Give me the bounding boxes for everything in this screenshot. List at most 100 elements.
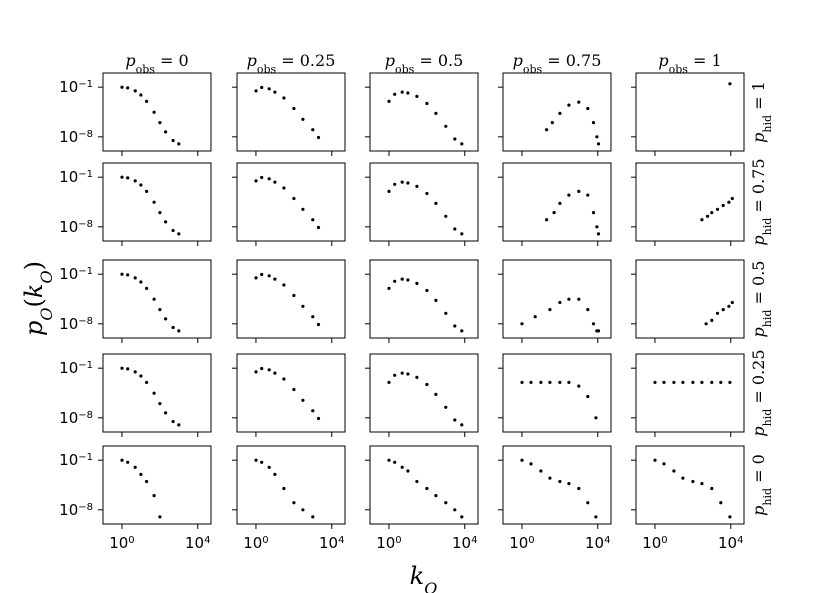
data-point <box>301 508 305 512</box>
series-points <box>387 90 464 146</box>
data-point <box>292 106 296 111</box>
data-point <box>719 501 723 505</box>
data-point <box>282 283 286 287</box>
panel-frame <box>635 72 745 152</box>
data-point <box>400 277 404 281</box>
data-point <box>691 380 695 384</box>
data-point <box>586 106 590 111</box>
data-point <box>520 322 524 326</box>
x-tick-label: 100 <box>376 534 401 552</box>
data-point <box>700 482 704 486</box>
data-point <box>415 184 419 188</box>
panel-frame <box>102 72 212 152</box>
data-point <box>529 462 533 466</box>
panel-frame <box>236 353 346 433</box>
data-point <box>152 494 156 498</box>
data-point <box>539 380 543 384</box>
data-point <box>393 460 397 464</box>
panel-r3-c1 <box>232 353 346 437</box>
data-point <box>595 225 599 229</box>
data-point <box>719 380 723 384</box>
series-points <box>254 272 321 327</box>
data-point <box>444 311 448 315</box>
data-point <box>415 94 419 98</box>
data-point <box>681 380 685 384</box>
data-point <box>273 371 277 375</box>
column-header-0: pobs = 0 <box>125 51 188 76</box>
series-points <box>387 277 464 333</box>
series-points <box>120 458 162 519</box>
data-point <box>728 380 732 384</box>
series-points <box>545 100 601 146</box>
data-point <box>145 99 149 103</box>
y-tick-label: 10−8 <box>59 315 93 333</box>
data-point <box>164 130 168 134</box>
data-point <box>460 329 464 333</box>
data-point <box>577 384 581 388</box>
data-point <box>282 96 286 100</box>
y-tick-label: 10−8 <box>59 409 93 427</box>
data-point <box>567 482 571 486</box>
data-point <box>453 508 457 512</box>
data-point <box>460 232 464 236</box>
data-point <box>596 232 601 236</box>
column-header-3: pobs = 0.75 <box>513 51 602 76</box>
data-point <box>730 196 734 201</box>
data-point <box>520 458 524 462</box>
data-point <box>460 142 464 146</box>
column-header-2: pobs = 0.5 <box>385 51 464 76</box>
data-point <box>596 329 601 333</box>
data-point <box>316 416 321 421</box>
data-point <box>145 479 149 484</box>
data-point <box>460 423 464 427</box>
data-point <box>586 501 590 505</box>
series-points <box>254 85 321 140</box>
data-point <box>672 469 676 473</box>
data-point <box>453 324 457 328</box>
data-point <box>273 90 277 94</box>
data-point <box>171 325 175 330</box>
data-point <box>120 366 124 370</box>
data-point <box>558 201 562 205</box>
data-point <box>254 458 258 462</box>
x-tick-label: 104 <box>319 534 344 552</box>
data-point <box>273 180 277 184</box>
data-point <box>158 515 162 519</box>
x-tick-label: 104 <box>718 534 743 552</box>
data-point <box>120 85 124 89</box>
data-point <box>292 501 296 505</box>
data-point <box>152 200 156 204</box>
y-tick-label: 10−8 <box>59 128 93 146</box>
data-point <box>316 322 321 327</box>
data-point <box>577 297 581 301</box>
data-point <box>406 372 410 376</box>
panel-r1-c1 <box>232 162 346 246</box>
data-point <box>145 380 149 384</box>
data-point <box>126 86 130 90</box>
data-point <box>139 93 143 97</box>
data-point <box>577 486 581 491</box>
x-tick-label: 100 <box>109 534 134 552</box>
series-points <box>728 82 732 86</box>
y-tick-label: 10−8 <box>59 218 93 236</box>
panel-frame <box>502 353 612 433</box>
data-point <box>164 317 168 321</box>
panel-r0-c3 <box>498 72 612 156</box>
series-points <box>704 300 734 326</box>
data-point <box>710 318 714 322</box>
data-point <box>158 308 162 312</box>
data-point <box>591 322 596 326</box>
data-point <box>567 103 571 107</box>
series-points <box>120 175 181 236</box>
data-point <box>721 203 725 208</box>
data-point <box>133 465 137 469</box>
data-point <box>316 135 321 140</box>
data-point <box>158 121 162 125</box>
column-header-1: pobs = 0.25 <box>247 51 336 76</box>
panel-frame <box>369 445 479 525</box>
data-point <box>444 124 448 128</box>
series-points <box>120 366 181 427</box>
series-points <box>254 175 321 230</box>
data-point <box>267 274 271 278</box>
data-point <box>158 211 162 215</box>
